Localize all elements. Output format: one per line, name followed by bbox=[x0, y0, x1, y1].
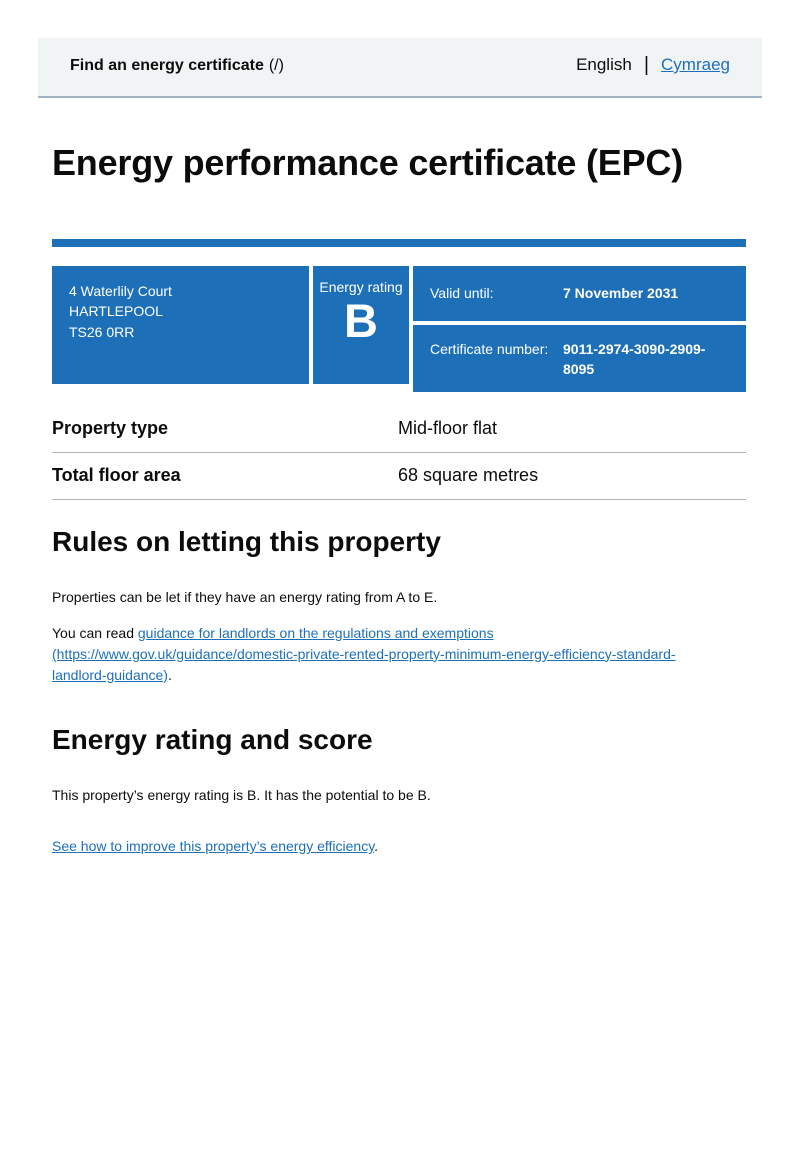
property-details-table: Property type Mid-floor flat Total floor… bbox=[52, 406, 746, 500]
valid-until-row: Valid until: 7 November 2031 bbox=[413, 266, 746, 321]
guidance-prefix-text: You can read bbox=[52, 624, 138, 641]
language-divider: | bbox=[643, 54, 650, 76]
guidance-suffix-text: . bbox=[167, 666, 172, 683]
landlord-guidance-link[interactable]: guidance for landlords on the regulation… bbox=[52, 624, 676, 683]
section-heading-rating: Energy rating and score bbox=[52, 723, 373, 755]
improvement-link[interactable]: See how to improve this property’s energ… bbox=[52, 838, 375, 855]
valid-until-label: Valid until: bbox=[430, 284, 494, 301]
improvement-suffix-text: . bbox=[374, 838, 379, 855]
address-line-3: TS26 0RR bbox=[69, 323, 135, 340]
language-switcher: English | Cymraeg bbox=[576, 55, 730, 75]
address-panel: 4 Waterlily Court HARTLEPOOL TS26 0RR bbox=[52, 266, 309, 384]
rating-summary-text: This property’s energy rating is B. It h… bbox=[52, 787, 431, 804]
main-content: Energy performance certificate (EPC) 4 W… bbox=[52, 140, 746, 857]
valid-until-value: 7 November 2031 bbox=[563, 284, 679, 301]
energy-rating-letter: B bbox=[344, 294, 378, 347]
address-line-1: 4 Waterlily Court bbox=[69, 283, 172, 299]
section-heading-letting: Rules on letting this property bbox=[52, 526, 441, 557]
property-type-value: Mid-floor flat bbox=[398, 418, 498, 438]
language-current: English bbox=[576, 55, 632, 74]
energy-rating-panel: Energy rating B bbox=[313, 266, 409, 384]
address-line-2: HARTLEPOOL bbox=[69, 303, 163, 320]
certificate-number-row: Certificate number: 9011-2974-3090-2909-… bbox=[413, 325, 746, 393]
property-type-label: Property type bbox=[52, 418, 169, 438]
landlord-guidance-paragraph: You can read guidance for landlords on t… bbox=[52, 623, 728, 686]
section-divider-bar bbox=[52, 239, 746, 247]
table-row-property-type: Property type Mid-floor flat bbox=[52, 406, 746, 453]
page-header: Find an energy certificate (/) English | … bbox=[38, 38, 762, 98]
letting-intro-text: Properties can be let if they have an en… bbox=[52, 588, 438, 605]
certificate-details-panel: Valid until: 7 November 2031 Certificate… bbox=[413, 266, 746, 393]
page-title: Energy performance certificate (EPC) bbox=[52, 142, 684, 183]
floor-area-value: 68 square metres bbox=[398, 465, 539, 485]
service-name-link[interactable]: Find an energy certificate (/) bbox=[70, 57, 284, 75]
epc-summary-box: 4 Waterlily Court HARTLEPOOL TS26 0RR En… bbox=[52, 266, 746, 393]
improvement-link-paragraph: See how to improve this property’s energ… bbox=[52, 836, 728, 857]
table-row-floor-area: Total floor area 68 square metres bbox=[52, 453, 746, 500]
certificate-number-value: 9011-2974-3090-2909-8095 bbox=[563, 341, 706, 377]
service-name-text: Find an energy certificate bbox=[70, 57, 264, 74]
energy-rating-label: Energy rating bbox=[319, 279, 403, 295]
floor-area-label: Total floor area bbox=[52, 465, 181, 485]
certificate-number-label: Certificate number: bbox=[430, 341, 549, 357]
language-link-cymraeg[interactable]: Cymraeg bbox=[661, 55, 730, 74]
service-name-suffix: (/) bbox=[268, 57, 284, 74]
